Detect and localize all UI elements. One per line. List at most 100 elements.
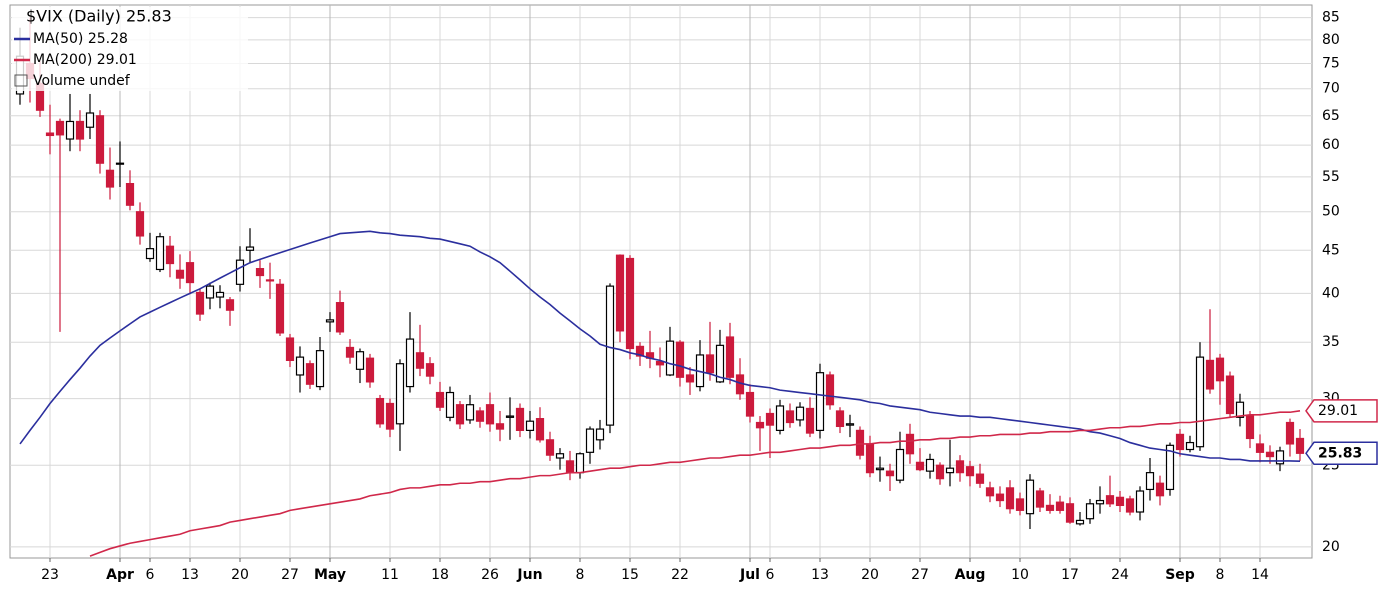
candle-body — [995, 493, 1005, 502]
candle-body — [145, 248, 155, 260]
marks — [15, 17, 1305, 557]
legend-label: MA(50) 25.28 — [33, 31, 128, 47]
candle-body — [625, 257, 635, 350]
candle-body — [95, 115, 105, 164]
candle-body — [265, 279, 275, 282]
candle-body — [885, 470, 895, 477]
candle-body — [345, 346, 355, 358]
candle-body — [665, 340, 675, 376]
candle-body — [605, 285, 615, 426]
candle-body — [275, 283, 285, 334]
candle-body — [355, 351, 365, 370]
x-tick-label: 8 — [576, 567, 585, 583]
candle-body — [1235, 401, 1245, 418]
value-tag — [1305, 399, 1378, 423]
candle-body — [715, 344, 725, 383]
candle-body — [225, 299, 235, 311]
candle-body — [585, 428, 595, 453]
candle-body — [615, 254, 625, 332]
candle-body — [475, 410, 485, 422]
candle-body — [45, 132, 55, 137]
candle-body — [1205, 359, 1215, 390]
y-tick-label: 35 — [1322, 334, 1340, 350]
candle-body — [915, 461, 925, 471]
candle-body — [455, 404, 465, 425]
candle-body — [415, 352, 425, 369]
candle-body — [365, 357, 375, 383]
y-tick-label: 75 — [1322, 55, 1340, 71]
candle-body — [655, 360, 665, 366]
candle-body — [495, 423, 505, 430]
candle-body — [165, 245, 175, 265]
y-tick-label: 40 — [1322, 285, 1340, 301]
x-tick-label: 6 — [146, 567, 155, 583]
candle-body — [525, 420, 535, 431]
x-tick-label: 13 — [181, 567, 199, 583]
x-tick-label: 27 — [911, 567, 929, 583]
candle-body — [1155, 482, 1165, 497]
y-tick-label: 60 — [1322, 137, 1340, 153]
candle-body — [685, 374, 695, 383]
value-tag-label: 25.83 — [1318, 445, 1362, 461]
candle-body — [965, 466, 975, 477]
candle-body — [465, 404, 475, 421]
x-tick-label: 20 — [231, 567, 249, 583]
candle-body — [1035, 490, 1045, 508]
x-tick-label: 10 — [1011, 567, 1029, 583]
candle-body — [445, 391, 455, 418]
candle-body — [535, 418, 545, 441]
y-tick-label: 65 — [1322, 108, 1340, 124]
chart-title: $VIX (Daily) 25.83 — [26, 7, 172, 26]
candle-body — [785, 410, 795, 424]
x-tick-label: 8 — [1216, 567, 1225, 583]
candle-body — [1055, 501, 1065, 511]
legend-swatch — [14, 74, 28, 87]
candle-body — [1245, 415, 1255, 440]
x-tick-label: 24 — [1111, 567, 1129, 583]
candle-body — [1295, 437, 1305, 454]
plot-frame — [9, 4, 1313, 559]
legend-label: Volume undef — [33, 73, 131, 89]
candle-body — [295, 356, 305, 376]
candle-body — [1215, 357, 1225, 382]
candle-body — [595, 428, 605, 441]
candle-body — [405, 338, 415, 388]
candle-body — [775, 405, 785, 431]
x-tick-label: Apr — [106, 567, 134, 583]
candle-body — [485, 404, 495, 425]
candle-body — [675, 341, 685, 378]
x-tick-label: 13 — [811, 567, 829, 583]
y-tick-label: 70 — [1322, 81, 1340, 97]
candle-body — [1195, 356, 1205, 448]
candle-body — [1015, 498, 1025, 511]
candle-body — [1135, 490, 1145, 513]
value-tag-label: 29.01 — [1318, 403, 1358, 419]
candle-body — [855, 429, 865, 456]
candle-body — [175, 269, 185, 279]
candle-body — [565, 460, 575, 474]
candle-body — [705, 354, 715, 374]
x-tick-label: 22 — [671, 567, 689, 583]
x-tick-label: May — [314, 567, 346, 583]
x-tick-label: 20 — [861, 567, 879, 583]
candle-body — [1175, 433, 1185, 451]
candle-body — [395, 363, 405, 425]
candle-body — [1145, 472, 1155, 491]
candle-body — [575, 453, 585, 474]
candle-body — [305, 363, 315, 385]
candle-body — [635, 345, 645, 357]
candle-body — [335, 302, 345, 333]
y-tick-label: 55 — [1322, 169, 1340, 185]
x-tick-label: 18 — [431, 567, 449, 583]
candle-body — [755, 421, 765, 429]
x-tick-label: Jul — [739, 567, 760, 583]
candle-body — [105, 169, 115, 188]
candle-body — [815, 372, 825, 431]
candle-body — [125, 183, 135, 206]
candle-body — [245, 246, 255, 251]
y-tick-label: 45 — [1322, 242, 1340, 258]
candle-body — [975, 473, 985, 484]
candle-body — [725, 336, 735, 378]
candle-body — [795, 406, 805, 421]
